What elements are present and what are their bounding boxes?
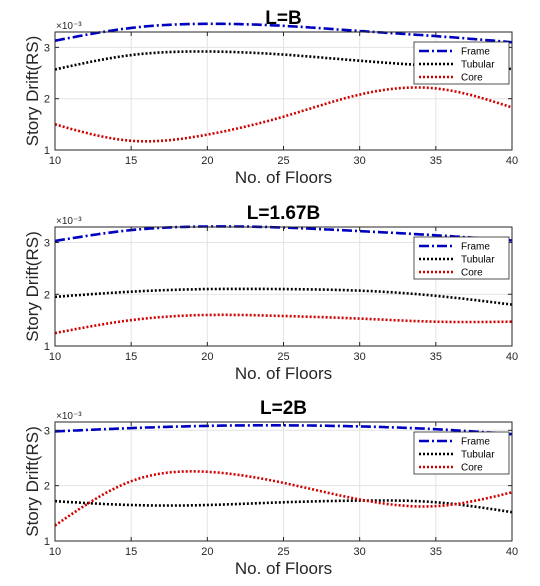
y-tick-label: 3 (44, 42, 50, 54)
x-tick-label: 30 (354, 351, 366, 363)
x-tick-label: 25 (277, 351, 289, 363)
y-multiplier-label: ×10⁻³ (56, 216, 82, 227)
x-axis-label: No. of Floors (235, 364, 332, 383)
y-axis-label: Story Drift(RS) (23, 426, 42, 537)
legend: Frame Tubular Core (413, 236, 510, 280)
x-tick-label: 35 (430, 351, 442, 363)
legend-box (413, 41, 510, 85)
series-line-core (54, 86, 513, 143)
y-tick-label: 3 (44, 425, 50, 437)
x-tick-label: 25 (277, 155, 289, 167)
y-tick-label: 3 (44, 238, 50, 250)
chart-title: L=B (265, 8, 301, 29)
series-line-tubular (54, 499, 513, 514)
y-axis-label: Story Drift(RS) (23, 231, 42, 342)
y-multiplier-label: ×10⁻³ (56, 411, 82, 422)
x-tick-label: 15 (125, 546, 137, 558)
legend-label-core: Core (461, 268, 483, 279)
chart-panel-3: L=2B 10 15 20 25 30 35 40 1 2 3 ×10⁻³ No. of Floors S… (23, 398, 518, 578)
chart-title: L=2B (260, 398, 307, 419)
x-tick-label: 40 (506, 546, 518, 558)
x-axis-label: No. of Floors (235, 168, 332, 187)
y-tick-label: 1 (44, 341, 50, 353)
x-tick-label: 10 (49, 155, 61, 167)
x-tick-label: 20 (201, 351, 213, 363)
x-tick-label: 40 (506, 155, 518, 167)
y-tick-label: 2 (44, 289, 50, 301)
x-tick-label: 30 (354, 155, 366, 167)
legend-label-core: Core (461, 463, 483, 474)
y-tick-label: 2 (44, 481, 50, 493)
y-tick-label: 1 (44, 145, 50, 157)
series-line-tubular (54, 287, 513, 306)
legend-box (413, 236, 510, 280)
x-tick-label: 20 (201, 155, 213, 167)
y-tick-label: 2 (44, 94, 50, 106)
x-tick-label: 15 (125, 155, 137, 167)
series-line-core (54, 469, 513, 527)
x-axis-label: No. of Floors (235, 559, 332, 578)
legend-label-tubular: Tubular (461, 60, 495, 71)
chart-panel-2: L=1.67B 10 15 20 25 30 35 40 1 2 3 ×10⁻³ No. of Floo… (23, 203, 518, 383)
legend-label-frame: Frame (461, 437, 490, 448)
series-line-frame (54, 424, 513, 436)
y-multiplier-label: ×10⁻³ (56, 21, 82, 32)
x-tick-label: 20 (201, 546, 213, 558)
legend: Frame Tubular Core (413, 431, 510, 475)
x-tick-label: 35 (430, 155, 442, 167)
legend-label-frame: Frame (461, 47, 490, 58)
x-tick-label: 30 (354, 546, 366, 558)
x-tick-label: 10 (49, 351, 61, 363)
legend-label-frame: Frame (461, 242, 490, 253)
series-line-tubular (54, 50, 513, 71)
legend-box (413, 431, 510, 475)
chart-title: L=1.67B (247, 203, 320, 224)
x-tick-label: 35 (430, 546, 442, 558)
series-line-frame (54, 22, 513, 44)
legend-label-tubular: Tubular (461, 450, 495, 461)
x-tick-label: 40 (506, 351, 518, 363)
legend: Frame Tubular Core (413, 41, 510, 85)
legend-label-core: Core (461, 73, 483, 84)
x-tick-label: 10 (49, 546, 61, 558)
y-tick-label: 1 (44, 536, 50, 548)
y-axis-label: Story Drift(RS) (23, 36, 42, 147)
x-tick-label: 15 (125, 351, 137, 363)
x-tick-label: 25 (277, 546, 289, 558)
legend-label-tubular: Tubular (461, 255, 495, 266)
series-line-core (54, 313, 512, 335)
chart-panel-1: L=B 10 15 20 25 30 35 40 1 2 3 ×10⁻³ No. of Floors St… (23, 8, 518, 187)
